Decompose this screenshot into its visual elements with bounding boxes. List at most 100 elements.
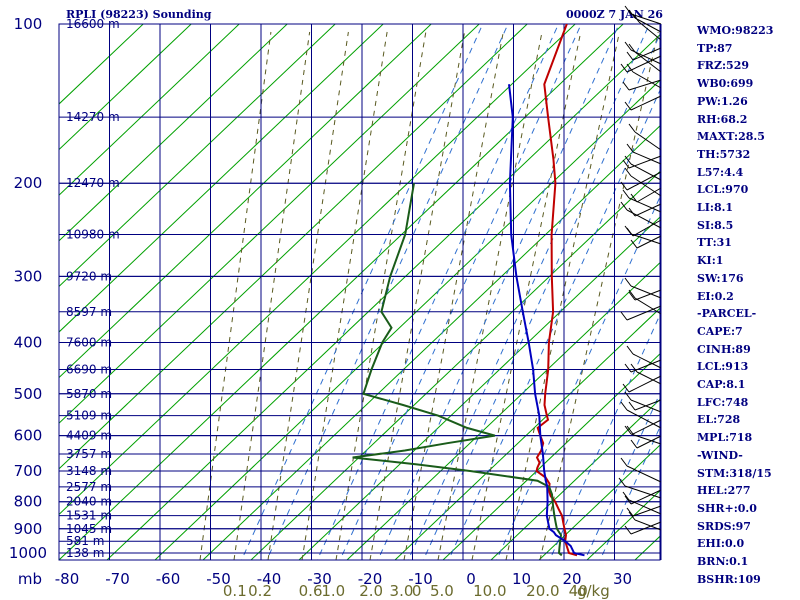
wind-barb-flag	[626, 143, 634, 153]
moist-adiabat	[505, 31, 620, 560]
mixing-ratio-line	[448, 89, 660, 560]
temperature-tick-label: -60	[156, 570, 181, 588]
wind-barb-flag	[620, 311, 628, 321]
mixing-ratio-label: 40	[569, 582, 588, 600]
wind-barb	[628, 79, 662, 91]
wind-barb-flag	[628, 207, 636, 217]
mixing-ratio-label: 0	[412, 582, 422, 600]
wind-barb	[626, 209, 662, 229]
wind-barb-flag	[624, 101, 632, 111]
dry-adiabat	[346, 261, 660, 560]
wind-barbs	[618, 5, 662, 560]
wind-barb	[634, 399, 662, 411]
wind-barb-flag	[632, 13, 640, 23]
stat-item: LCL:970	[697, 183, 749, 197]
stat-item: FRZ:529	[697, 59, 750, 73]
stat-item: -PARCEL-	[697, 307, 757, 321]
pressure-tick-label: 800	[14, 493, 43, 511]
dry-adiabat	[202, 125, 660, 560]
wind-barb	[632, 505, 662, 517]
wind-barb	[628, 375, 662, 393]
mixing-ratio-label: 3.0	[390, 582, 414, 600]
wind-barb	[632, 151, 662, 165]
wind-barb-flag	[626, 51, 634, 61]
stat-item: BSHR:109	[697, 572, 761, 586]
wind-barb-flag	[620, 63, 628, 73]
wind-barb-flag	[624, 525, 632, 535]
stat-item: LCL:913	[697, 360, 749, 374]
wind-barb	[634, 519, 662, 531]
wind-barb-flag	[624, 155, 632, 165]
height-label: 2040 m	[66, 495, 112, 509]
wind-barb	[630, 95, 662, 111]
plot-frame	[58, 23, 661, 561]
sounding-datetime: 0000Z 7 JAN 26	[566, 8, 663, 21]
stat-item: MAXT:28.5	[697, 130, 765, 144]
wind-barb	[632, 353, 662, 369]
stat-item: EHI:0.0	[697, 537, 745, 551]
height-label: 10980 m	[66, 228, 120, 242]
stat-item: KI:1	[697, 254, 724, 268]
wind-barb-flag	[628, 401, 636, 411]
wind-barb	[626, 305, 662, 321]
mixing-ratio-label: 20.0	[526, 582, 559, 600]
wind-barb-flag	[628, 43, 636, 53]
wind-barb	[634, 17, 662, 33]
stat-item: LFC:748	[697, 395, 749, 409]
wind-barb	[632, 219, 662, 237]
wind-barb-flag	[628, 511, 636, 521]
wind-barb-flag	[620, 181, 628, 191]
wind-barb	[626, 409, 662, 429]
height-label: 581 m	[66, 534, 104, 548]
pressure-tick-label: 500	[14, 385, 43, 403]
dry-adiabat	[779, 0, 800, 560]
temperature-tick-label: -70	[105, 570, 130, 588]
mixing-ratio-line	[422, 32, 660, 560]
temperature-tick-label: 10	[512, 570, 531, 588]
wind-barb	[634, 289, 662, 301]
stat-item: STM:318/15	[697, 466, 772, 480]
stat-item: RH:68.2	[697, 112, 748, 126]
wind-barb	[628, 197, 662, 213]
stat-item: EL:728	[697, 413, 741, 427]
stat-item: CAPE:7	[697, 324, 743, 338]
dewpoint-line	[352, 183, 563, 557]
mixing-ratio-label: g/kg	[577, 582, 610, 600]
wind-barb	[630, 285, 662, 299]
dry-adiabat	[298, 216, 660, 560]
height-label: 1531 m	[66, 509, 112, 523]
height-label: 3148 m	[66, 464, 112, 478]
dry-adiabat	[59, 24, 480, 424]
dry-adiabat	[538, 444, 660, 560]
stat-item: WB0:699	[697, 77, 754, 91]
wind-barb	[626, 55, 662, 73]
moist-adiabat	[539, 31, 659, 560]
stat-item: TT:31	[697, 236, 732, 250]
wind-barb-flag	[624, 363, 632, 373]
stat-item: CAP:8.1	[697, 378, 746, 392]
wind-barb	[624, 485, 662, 499]
profiles	[352, 24, 585, 557]
moist-adiabat	[233, 31, 311, 560]
wind-barb-flag	[630, 439, 638, 449]
wind-barb	[634, 203, 662, 217]
mixing-ratio-label: 5.0	[430, 582, 454, 600]
wind-barb-flag	[622, 383, 630, 393]
wind-barb-flag	[622, 81, 630, 91]
stat-item: SW:176	[697, 271, 744, 285]
moist-adiabat	[301, 31, 388, 560]
wind-barb-flag	[624, 495, 632, 505]
wind-barb	[634, 51, 662, 73]
dry-adiabat	[106, 33, 660, 560]
mixing-ratio-label: 0.2	[248, 582, 272, 600]
wind-barb-flag	[624, 391, 632, 401]
temperature-tick-label: -80	[55, 570, 80, 588]
wind-barb	[630, 399, 662, 413]
height-label: 3757 m	[66, 447, 112, 461]
wind-barb-flag	[626, 425, 634, 435]
height-label: 6690 m	[66, 363, 112, 377]
wind-barb-flag	[624, 167, 632, 177]
pressure-tick-label: 100	[14, 15, 43, 33]
stat-item: -WIND-	[697, 448, 743, 462]
